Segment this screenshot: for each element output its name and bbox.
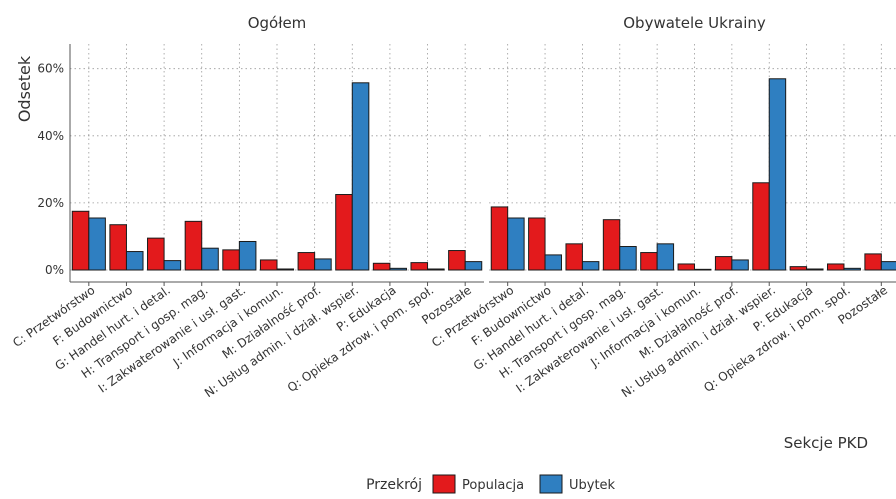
- x-axis-title: Sekcje PKD: [784, 434, 868, 452]
- bar-populacja: [864, 253, 882, 271]
- bar-ubytek: [656, 243, 675, 271]
- bar-ubytek: [163, 260, 182, 271]
- bar-populacja: [490, 206, 509, 271]
- legend: Przekrój Populacja Ubytek: [366, 474, 616, 494]
- bar-ubytek: [731, 259, 749, 271]
- bar-ubytek: [351, 82, 370, 271]
- bar-populacja: [827, 263, 845, 271]
- y-tick-label: 0%: [45, 263, 64, 277]
- bar-populacja: [602, 219, 621, 271]
- bar-populacja: [297, 252, 316, 271]
- legend-label-ubytek: Ubytek: [569, 478, 616, 493]
- bar-ubytek: [201, 247, 219, 271]
- bar-populacja: [528, 217, 546, 271]
- bar-ubytek: [389, 267, 407, 271]
- legend-swatch-ubytek: [539, 474, 563, 494]
- y-tick-label: 60%: [37, 62, 64, 76]
- bar-ubytek: [276, 268, 295, 271]
- bar-ubytek: [507, 217, 525, 271]
- bar-populacja: [410, 262, 429, 271]
- bar-populacja: [147, 237, 165, 271]
- bar-populacja: [448, 250, 466, 271]
- bar-populacja: [640, 252, 658, 271]
- bar-ubytek: [768, 78, 787, 271]
- bar-ubytek: [314, 258, 332, 271]
- y-tick-label: 40%: [37, 129, 64, 143]
- bar-populacja: [565, 243, 583, 271]
- bar-populacja: [184, 220, 203, 271]
- legend-label-populacja: Populacja: [462, 478, 524, 493]
- bar-populacja: [789, 266, 808, 271]
- y-tick-label: 20%: [37, 196, 64, 210]
- bar-ubytek: [806, 268, 824, 271]
- bar-populacja: [335, 194, 353, 271]
- bar-ubytek: [464, 261, 483, 271]
- bar-ubytek: [619, 246, 637, 271]
- bar-populacja: [222, 249, 240, 271]
- bar-populacja: [677, 263, 695, 271]
- bar-populacja: [259, 259, 278, 271]
- panel-title: Ogółem: [248, 14, 307, 32]
- bar-populacja: [109, 224, 127, 271]
- bar-ubytek: [694, 268, 712, 271]
- legend-swatch-populacja: [432, 474, 456, 494]
- bar-populacja: [372, 262, 391, 271]
- bar-populacja: [714, 256, 733, 271]
- bar-populacja: [71, 210, 90, 271]
- bar-ubytek: [238, 240, 257, 271]
- bar-ubytek: [843, 267, 861, 271]
- y-axis-title: Odsetek: [15, 55, 34, 122]
- bar-ubytek: [581, 261, 600, 271]
- panel-title: Obywatele Ukrainy: [623, 14, 766, 32]
- bar-ubytek: [427, 268, 445, 271]
- bar-populacja: [752, 182, 770, 271]
- bar-ubytek: [544, 254, 562, 271]
- bar-ubytek: [880, 261, 896, 271]
- bar-ubytek: [125, 251, 144, 271]
- legend-title: Przekrój: [366, 477, 422, 493]
- bar-ubytek: [88, 217, 106, 271]
